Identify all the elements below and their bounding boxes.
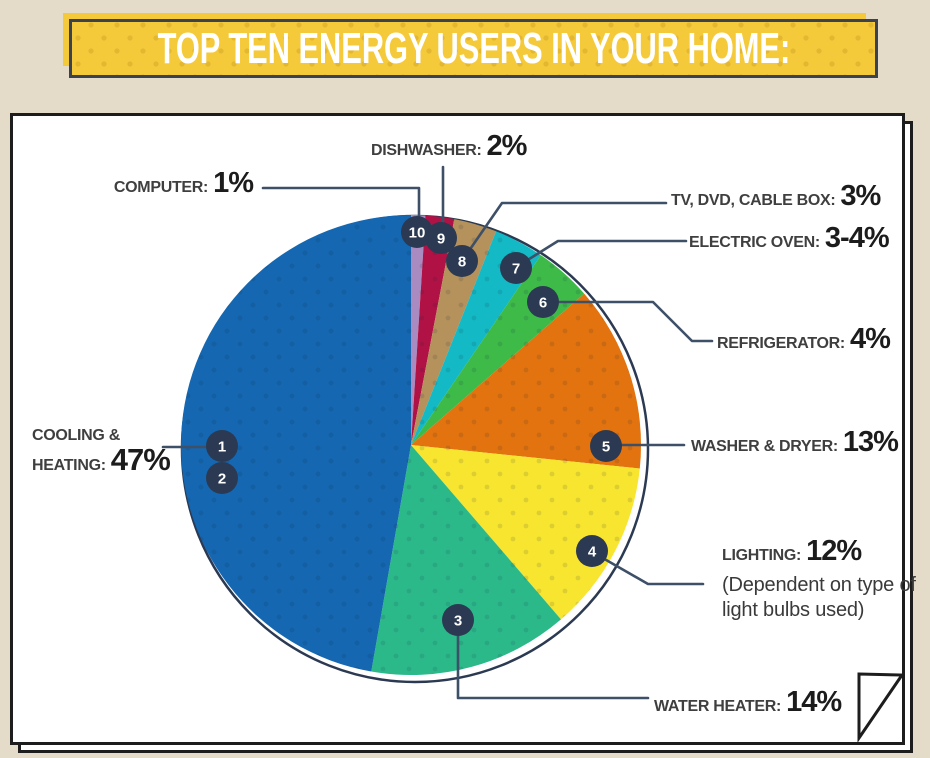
callout-water-label: WATER HEATER: [654, 698, 782, 715]
callout-washer: WASHER & DRYER: 13% [691, 425, 899, 464]
callout-tv-value: 3% [840, 180, 881, 212]
callout-dishwasher-label: DISHWASHER: [371, 142, 482, 159]
callout-computer: COMPUTER: 1% [113, 166, 254, 205]
callout-cooling-label-line2: HEATING: [32, 457, 106, 474]
callout-fridge: REFRIGERATOR: 4% [717, 322, 891, 361]
callout-computer-value: 1% [213, 167, 254, 199]
callout-lighting-note: (Dependent on type of light bulbs used) [722, 574, 916, 621]
callout-dishwasher-value: 2% [486, 130, 527, 162]
callout-tv-label: TV, DVD, CABLE BOX: [671, 192, 836, 209]
callout-lighting-value: 12% [806, 535, 862, 567]
callout-cooling-value: 47% [110, 442, 171, 477]
callout-tv: TV, DVD, CABLE BOX: 3% [671, 179, 881, 218]
callout-fridge-label: REFRIGERATOR: [717, 335, 845, 352]
callout-water-value: 14% [786, 686, 842, 718]
callout-cooling: COOLING & HEATING: 47% [32, 424, 171, 478]
callout-dishwasher: DISHWASHER: 2% [371, 129, 527, 168]
callout-computer-label: COMPUTER: [113, 179, 209, 196]
callout-fridge-value: 4% [849, 323, 891, 355]
callout-water: WATER HEATER: 14% [654, 685, 842, 724]
callout-washer-value: 13% [842, 426, 899, 458]
callout-cooling-label-line1: COOLING & [32, 427, 120, 444]
callout-oven-label: ELECTRIC OVEN: [689, 234, 820, 251]
title-banner: TOP TEN ENERGY USERS IN YOUR HOME: [69, 19, 878, 78]
callout-washer-label: WASHER & DRYER: [691, 438, 838, 455]
callout-oven: ELECTRIC OVEN: 3-4% [689, 221, 890, 260]
page-title: TOP TEN ENERGY USERS IN YOUR HOME: [157, 23, 790, 73]
callout-lighting-label: LIGHTING: [722, 547, 802, 564]
callout-lighting: LIGHTING: 12% (Dependent on type of light… [722, 534, 916, 623]
callout-oven-value: 3-4% [824, 222, 890, 254]
